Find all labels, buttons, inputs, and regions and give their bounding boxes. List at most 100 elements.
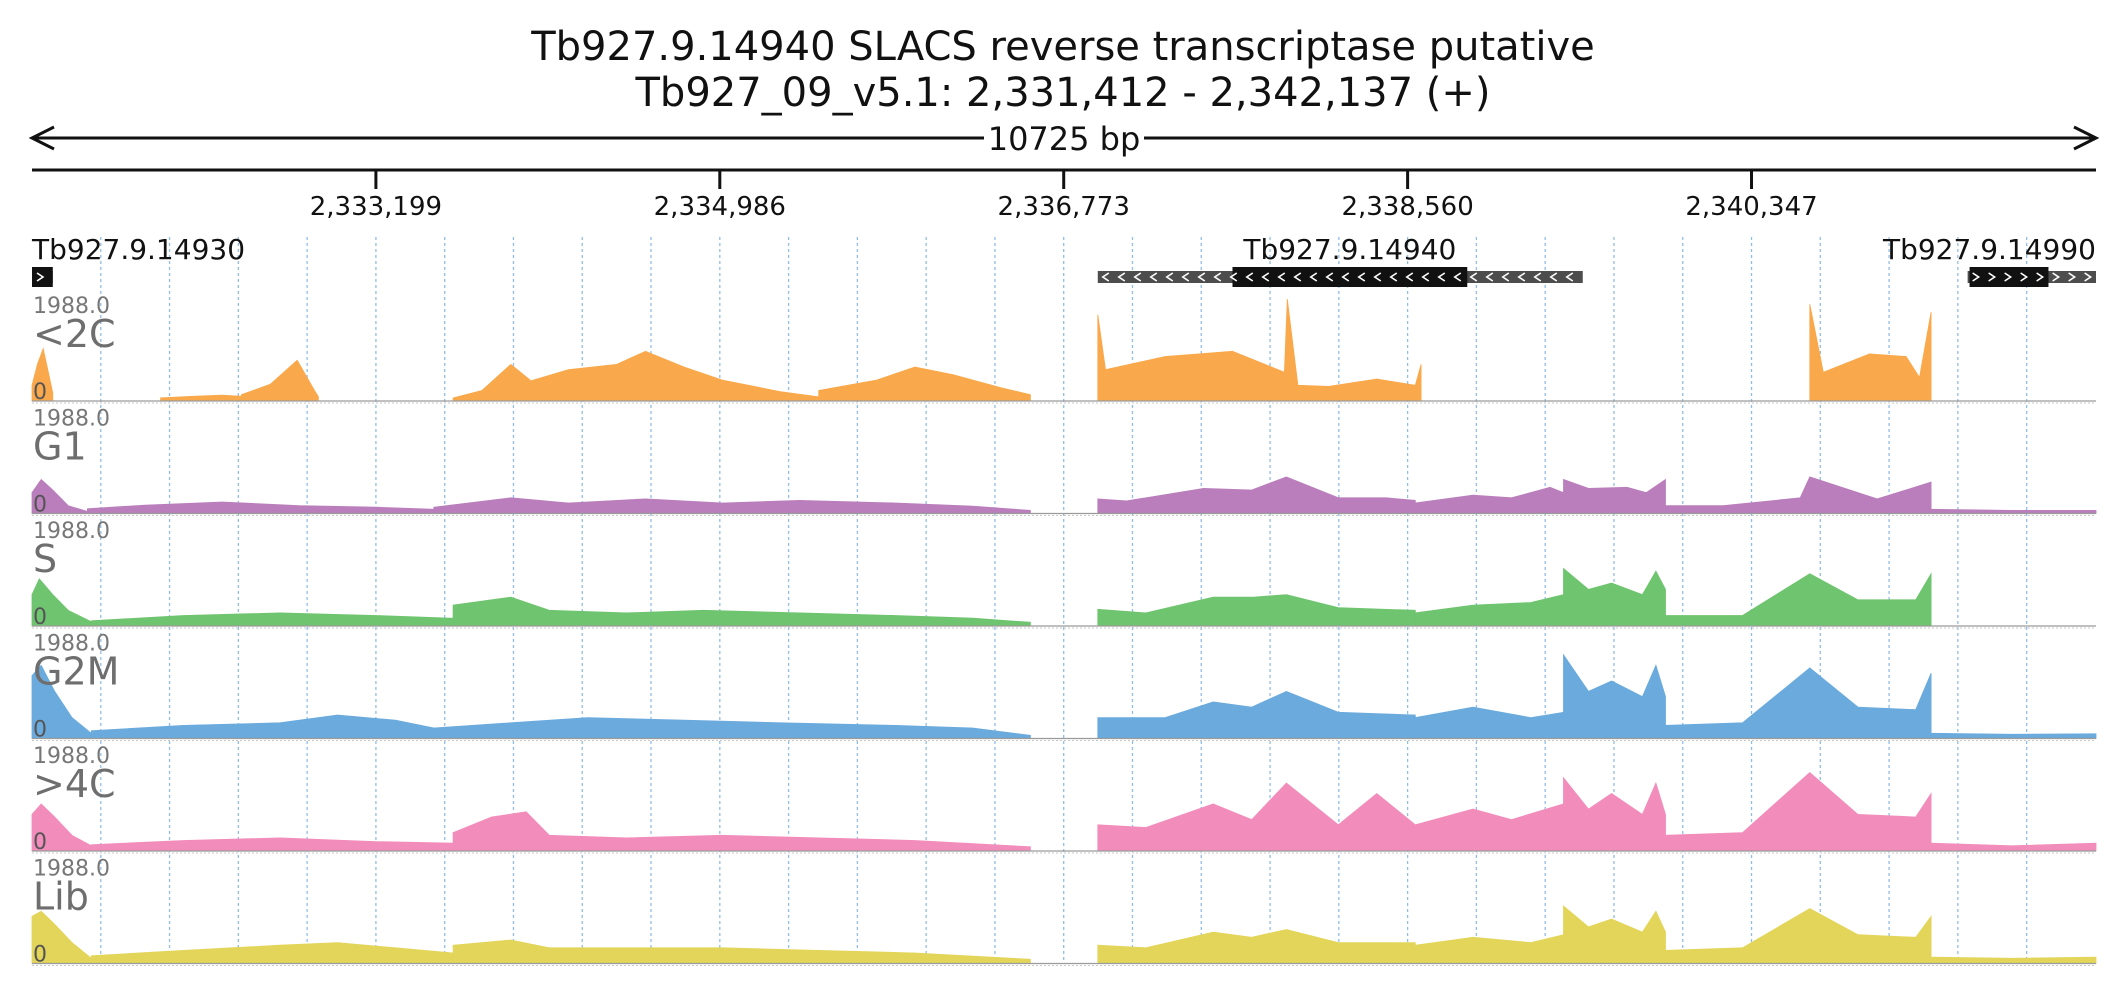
strand-chevron-icon xyxy=(1373,272,1382,282)
coverage-area xyxy=(452,811,1031,852)
coverage-area xyxy=(160,394,242,402)
coverage-area xyxy=(1665,667,1932,739)
strand-chevron-icon xyxy=(1517,272,1526,282)
coverage-area xyxy=(1563,905,1666,964)
strand-chevron-icon xyxy=(1501,272,1510,282)
strand-chevron-icon xyxy=(1117,272,1126,282)
coverage-area xyxy=(1665,572,1932,627)
track-name-label: <2C xyxy=(33,312,116,356)
arrow-right-icon xyxy=(2073,125,2100,151)
gene-cds-box xyxy=(1232,267,1468,287)
strand-chevron-icon xyxy=(2052,272,2061,282)
coverage-area xyxy=(1097,929,1416,964)
coverage-area xyxy=(1665,908,1932,964)
coverage-area xyxy=(1930,956,2097,964)
strand-chevron-icon xyxy=(1437,272,1446,282)
chart-title: Tb927.9.14940 SLACS reverse transcriptas… xyxy=(531,24,1595,70)
track-ymin-label: 0 xyxy=(33,380,47,405)
axis-tick-label: 2,334,986 xyxy=(654,192,786,222)
strand-chevron-icon xyxy=(1245,272,1254,282)
strand-chevron-icon xyxy=(1149,272,1158,282)
coverage-area xyxy=(1414,934,1564,964)
coverage-area xyxy=(1563,776,1666,852)
strand-chevron-icon xyxy=(1389,272,1398,282)
coverage-area xyxy=(90,942,454,964)
strand-chevron-icon xyxy=(1213,272,1222,282)
strand-chevron-icon xyxy=(1101,272,1110,282)
axis-tick-label: 2,338,560 xyxy=(1341,192,1473,222)
coverage-area xyxy=(1097,298,1422,402)
strand-chevron-icon xyxy=(1485,272,1494,282)
strand-chevron-icon xyxy=(2036,272,2045,282)
track-ymax-label: 1988.0 xyxy=(33,294,110,319)
strand-chevron-icon xyxy=(1293,272,1302,282)
strand-chevron-icon xyxy=(1565,272,1574,282)
coverage-area xyxy=(1414,706,1564,739)
coverage-area xyxy=(90,612,454,627)
region-scale: 10725 bp xyxy=(28,120,2100,158)
strand-chevron-icon xyxy=(1469,272,1478,282)
coverage-area xyxy=(433,717,1031,739)
region-length-label: 10725 bp xyxy=(988,120,1141,158)
gene-Tb927.9.14930: Tb927.9.14930 xyxy=(31,233,245,287)
track-ymin-label: 0 xyxy=(33,718,47,743)
coordinate-axis: 2,333,199 2,334,986 2,336,773 2,338,560 2,34… xyxy=(32,168,2096,222)
coverage-area xyxy=(1414,803,1564,852)
track->4C: 1988.0>4C 0 xyxy=(31,744,2097,855)
strand-chevron-icon xyxy=(1549,272,1558,282)
axis-tick-label: 2,340,347 xyxy=(1685,192,1817,222)
coverage-area xyxy=(241,359,319,402)
track-ymin-label: 0 xyxy=(33,493,47,518)
coverage-area xyxy=(1414,594,1564,627)
strand-chevron-icon xyxy=(1453,272,1462,282)
track-ymin-label: 0 xyxy=(33,943,47,968)
strand-chevron-icon xyxy=(1165,272,1174,282)
gene-cds-box xyxy=(1969,267,2049,287)
coverage-area xyxy=(1097,476,1416,514)
track-ymin-label: 0 xyxy=(33,830,47,855)
strand-chevron-icon xyxy=(1197,272,1206,282)
coverage-area xyxy=(1809,304,1932,402)
coverage-area xyxy=(1930,842,2097,852)
coverage-area xyxy=(90,837,454,852)
coverage-area xyxy=(529,350,820,402)
strand-chevron-icon xyxy=(36,272,45,282)
strand-chevron-icon xyxy=(1421,272,1430,282)
coverage-area xyxy=(1097,594,1416,627)
gene-track: Tb927.9.14930 Tb927.9.14940 Tb927.9.14990 xyxy=(31,233,2096,287)
strand-chevron-icon xyxy=(2004,272,2013,282)
strand-chevron-icon xyxy=(1181,272,1190,282)
coverage-tracks: 1988.0<2C01988.0G101988.0S01988.0G2M0198… xyxy=(31,294,2097,968)
gene-label: Tb927.9.14930 xyxy=(31,233,245,266)
strand-chevron-icon xyxy=(1325,272,1334,282)
track-name-label: Lib xyxy=(33,875,89,919)
gene-label: Tb927.9.14990 xyxy=(1882,233,2096,266)
track-ymax-label: 1988.0 xyxy=(33,519,110,544)
coverage-area xyxy=(1097,782,1416,852)
axis-tick-label: 2,333,199 xyxy=(310,192,442,222)
coverage-area xyxy=(452,363,531,402)
strand-chevron-icon xyxy=(2084,272,2093,282)
coverage-area xyxy=(818,366,1031,402)
coverage-area xyxy=(1563,653,1666,739)
strand-chevron-icon xyxy=(1405,272,1414,282)
strand-chevron-icon xyxy=(1133,272,1142,282)
track-name-label: G2M xyxy=(33,650,119,694)
strand-chevron-icon xyxy=(2020,272,2029,282)
coverage-area xyxy=(1665,476,1932,514)
axis-tick-label: 2,336,773 xyxy=(998,192,1130,222)
strand-chevron-icon xyxy=(1341,272,1350,282)
track-name-label: G1 xyxy=(33,425,87,469)
track-ymax-label: 1988.0 xyxy=(33,407,110,432)
coverage-area xyxy=(452,596,1031,627)
chart-subtitle: Tb927_09_v5.1: 2,331,412 - 2,342,137 (+) xyxy=(635,70,1491,116)
strand-chevron-icon xyxy=(1261,272,1270,282)
strand-chevron-icon xyxy=(1309,272,1318,282)
strand-chevron-icon xyxy=(2068,272,2077,282)
track-ymax-label: 1988.0 xyxy=(33,744,110,769)
coverage-area xyxy=(1414,486,1564,514)
track-G1: 1988.0G1 0 xyxy=(31,407,2097,518)
